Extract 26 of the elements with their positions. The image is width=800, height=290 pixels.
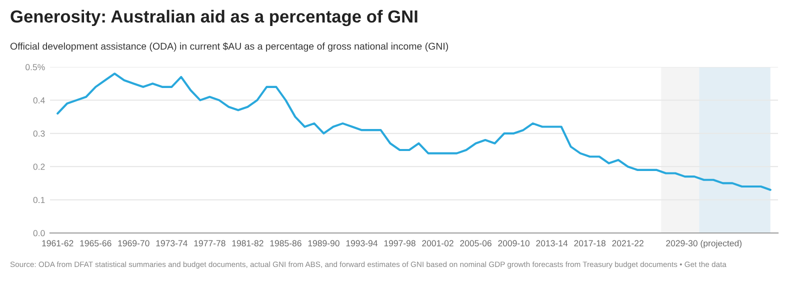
x-tick-label: 2029-30 (projected) (666, 240, 742, 248)
x-tick-label: 2021-22 (612, 240, 644, 246)
x-tick-label: 2005-06 (460, 240, 492, 246)
x-tick-label: 1977-78 (194, 240, 226, 246)
x-tick-label: 1985-86 (270, 240, 302, 246)
x-tick-label: 2017-18 (574, 240, 606, 246)
chart-subtitle: Official development assistance (ODA) in current $AU as a percentage of gross national income (GNI) (10, 42, 448, 52)
x-tick-label: 1969-70 (118, 240, 150, 246)
x-tick-label: 1993-94 (346, 240, 378, 246)
y-tick-label: 0.2 (33, 164, 45, 170)
x-tick-label: 1997-98 (384, 240, 416, 246)
x-tick-label: 1989-90 (308, 240, 340, 246)
x-tick-label: 1961-62 (42, 240, 74, 246)
x-tick-label: 2009-10 (498, 240, 530, 246)
x-tick-label: 1973-74 (156, 240, 188, 246)
chart-title: Generosity: Australian aid as a percentage of GNI (10, 10, 418, 26)
line-series (56, 72, 772, 191)
y-tick-label: 0.4 (33, 97, 45, 104)
y-tick-label: 0.5% (26, 64, 45, 70)
x-tick-label: 1965-66 (80, 240, 112, 246)
y-tick-label: 0.0 (33, 230, 45, 236)
x-tick-label: 1981-82 (232, 240, 264, 246)
y-tick-label: 0.3 (33, 130, 45, 137)
x-tick-label: 2013-14 (536, 240, 568, 246)
y-tick-label: 0.1 (33, 196, 45, 204)
x-tick-label: 2001-02 (422, 240, 454, 246)
